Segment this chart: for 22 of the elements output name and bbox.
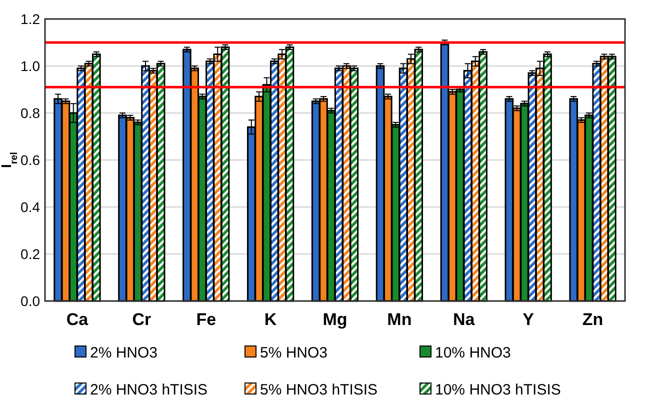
x-tick-label: Zn xyxy=(582,310,604,329)
x-tick-label: Mg xyxy=(322,310,348,329)
y-tick-label: 1.2 xyxy=(20,10,40,27)
x-tick-label: Mn xyxy=(387,310,412,329)
x-tick-label: Y xyxy=(522,310,535,329)
legend-label: 5% HNO3 hTISIS xyxy=(260,381,378,398)
y-tick-label: 0.2 xyxy=(20,246,40,262)
y-tick-label: 1.0 xyxy=(20,58,40,74)
x-tick-label: Cr xyxy=(132,310,152,329)
x-tick-label: Na xyxy=(453,310,476,329)
y-tick-label: 0.8 xyxy=(20,104,40,121)
legend-label: 10% HNO3 xyxy=(435,344,511,362)
y-tick-label: 0.4 xyxy=(20,198,40,215)
y-tick-label: 0.6 xyxy=(20,152,40,168)
legend-label: 2% HNO3 xyxy=(90,344,158,362)
y-tick-label: 0.0 xyxy=(20,292,40,309)
x-tick-label: Fe xyxy=(196,310,216,329)
x-tick-label: K xyxy=(264,310,278,329)
legend-label: 2% HNO3 hTISIS xyxy=(90,381,208,398)
x-tick-label: Ca xyxy=(66,310,89,329)
legend-label: 10% HNO3 hTISIS xyxy=(435,381,561,398)
legend-label: 5% HNO3 xyxy=(260,344,328,362)
